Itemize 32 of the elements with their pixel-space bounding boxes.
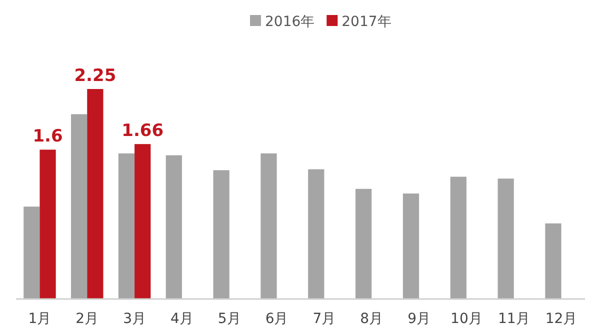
x-tick-label: 12月 (545, 311, 578, 327)
x-tick-label: 3月 (123, 311, 146, 327)
x-tick-label: 8月 (360, 311, 384, 327)
x-tick-label: 4月 (170, 311, 194, 327)
bar (166, 155, 182, 299)
bar (545, 223, 562, 299)
data-label: 1.66 (122, 121, 164, 142)
x-tick-label: 10月 (450, 311, 482, 327)
x-tick-label: 11月 (498, 311, 530, 327)
bar (498, 178, 514, 299)
bar (24, 206, 40, 299)
x-tick-label: 7月 (312, 311, 336, 327)
bar (402, 194, 420, 299)
bar (87, 89, 104, 299)
data-label: 2.25 (74, 66, 116, 86)
x-tick-label: 1月 (28, 311, 52, 327)
x-tick-label: 6月 (265, 311, 288, 327)
x-tick-label: 2月 (76, 311, 99, 327)
legend-label: 2016年 (265, 14, 315, 30)
bar (356, 188, 372, 299)
bar (450, 176, 466, 299)
bar (213, 170, 230, 299)
bar (71, 114, 88, 299)
bar (118, 153, 135, 299)
legend-label: 2017年 (342, 14, 392, 30)
bar (260, 153, 277, 299)
bar (308, 169, 324, 299)
bar (134, 144, 151, 299)
bar (40, 150, 56, 299)
x-tick-label: 5月 (218, 311, 241, 327)
x-tick-label: 9月 (408, 311, 431, 327)
data-label: 1.6 (32, 126, 63, 147)
